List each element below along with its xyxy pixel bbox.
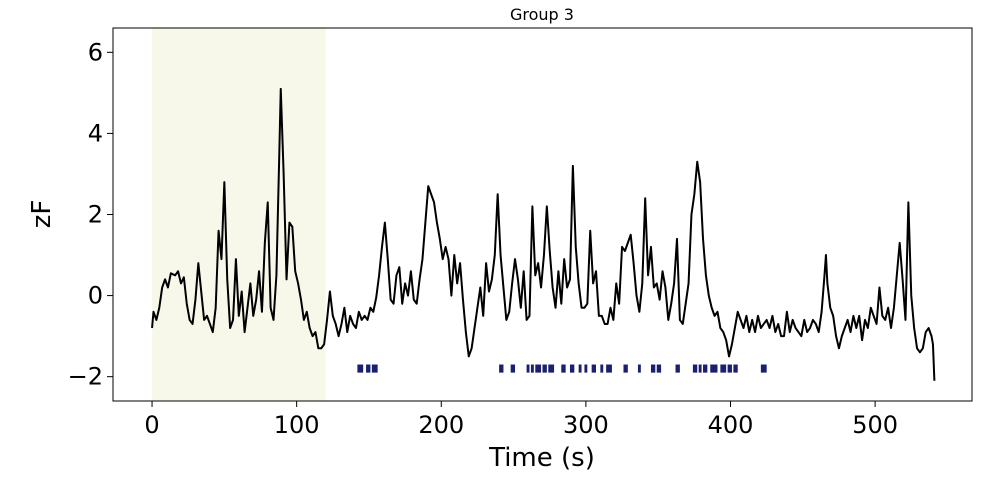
event-bar (357, 364, 364, 373)
shaded-region (152, 28, 326, 401)
axes-layer: 0 100 200 300 400 500 −2 0 2 4 6 (68, 27, 973, 439)
event-bar (578, 364, 582, 373)
x-tick-label: 400 (708, 411, 754, 439)
event-bar (656, 364, 662, 373)
event-bar (561, 364, 566, 373)
event-bar (727, 364, 732, 373)
event-bar (526, 364, 530, 373)
event-bar (650, 364, 656, 373)
event-band-layer (357, 364, 767, 373)
y-tick-label: 0 (88, 282, 103, 310)
y-axis-label: zF (27, 200, 57, 229)
chart-title: Group 3 (510, 5, 574, 24)
event-bar (584, 364, 588, 373)
event-bar (720, 364, 727, 373)
event-bar (530, 364, 534, 373)
event-bar (366, 364, 371, 373)
series-line-layer (151, 87, 936, 381)
x-tick-label: 500 (852, 411, 898, 439)
event-bar (692, 364, 698, 373)
x-tick-label: 100 (274, 411, 320, 439)
event-bar (698, 364, 702, 373)
event-bar (637, 364, 641, 373)
event-bar (510, 364, 516, 373)
event-bar (591, 364, 597, 373)
event-bar (542, 364, 547, 373)
x-tick-label: 300 (563, 411, 609, 439)
shaded-region-layer (152, 28, 326, 401)
y-tick-label: 4 (88, 119, 103, 147)
event-bar (710, 364, 718, 373)
series-line (151, 87, 936, 381)
event-bar (600, 364, 604, 373)
event-bar (371, 364, 378, 373)
y-tick-label: 2 (88, 201, 103, 229)
event-bar (623, 364, 628, 373)
event-bar (548, 364, 555, 373)
y-tick-label: 6 (88, 38, 103, 66)
x-axis-label: Time (s) (488, 443, 595, 473)
event-bar (535, 364, 542, 373)
event-bar (703, 364, 708, 373)
event-bar (733, 364, 738, 373)
event-bar (499, 364, 504, 373)
event-bar (760, 364, 767, 373)
event-bar (606, 364, 612, 373)
event-bar (675, 364, 680, 373)
event-bar (569, 364, 575, 373)
x-tick-label: 0 (144, 411, 159, 439)
y-tick-label: −2 (68, 363, 103, 391)
x-tick-label: 200 (418, 411, 464, 439)
